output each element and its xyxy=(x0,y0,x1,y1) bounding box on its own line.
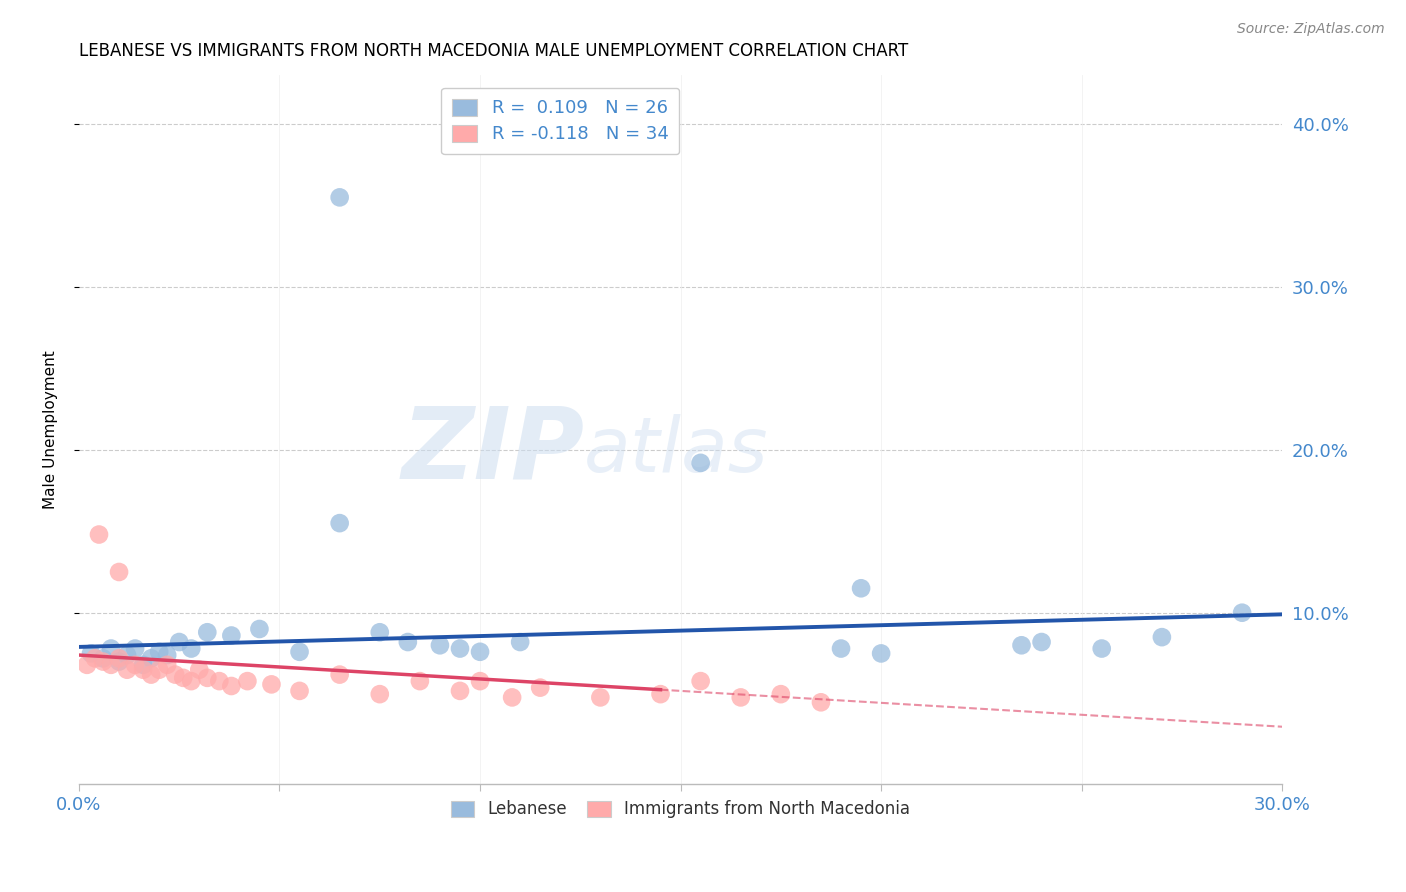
Point xyxy=(148,663,170,677)
Y-axis label: Male Unemployment: Male Unemployment xyxy=(44,350,58,508)
Point xyxy=(208,674,231,689)
Point xyxy=(260,677,283,691)
Point xyxy=(1091,641,1114,656)
Point xyxy=(108,651,131,665)
Point xyxy=(87,527,110,541)
Point xyxy=(288,645,311,659)
Point xyxy=(730,690,752,705)
Point xyxy=(468,674,491,689)
Point xyxy=(180,674,202,689)
Legend: Lebanese, Immigrants from North Macedonia: Lebanese, Immigrants from North Macedoni… xyxy=(444,794,917,825)
Text: LEBANESE VS IMMIGRANTS FROM NORTH MACEDONIA MALE UNEMPLOYMENT CORRELATION CHART: LEBANESE VS IMMIGRANTS FROM NORTH MACEDO… xyxy=(79,42,908,60)
Point xyxy=(80,647,103,661)
Point xyxy=(769,687,792,701)
Point xyxy=(529,681,551,695)
Point xyxy=(689,456,711,470)
Point xyxy=(115,648,138,662)
Point xyxy=(870,647,893,661)
Point xyxy=(830,641,852,656)
Point xyxy=(115,663,138,677)
Point xyxy=(1230,606,1253,620)
Point xyxy=(124,641,146,656)
Point xyxy=(221,679,243,693)
Point xyxy=(236,674,259,689)
Point xyxy=(368,687,391,701)
Point xyxy=(195,671,218,685)
Point xyxy=(132,663,155,677)
Point xyxy=(329,190,352,204)
Point xyxy=(221,628,243,642)
Point xyxy=(148,645,170,659)
Point xyxy=(1031,635,1053,649)
Point xyxy=(329,667,352,681)
Point xyxy=(1011,638,1033,652)
Point xyxy=(501,690,523,705)
Point xyxy=(468,645,491,659)
Point xyxy=(409,674,432,689)
Point xyxy=(76,657,98,672)
Point xyxy=(167,635,190,649)
Point xyxy=(650,687,672,701)
Point xyxy=(188,663,211,677)
Point xyxy=(141,651,163,665)
Point xyxy=(509,635,531,649)
Point xyxy=(165,667,187,681)
Point xyxy=(396,635,419,649)
Text: atlas: atlas xyxy=(585,414,769,488)
Point xyxy=(91,651,114,665)
Text: Source: ZipAtlas.com: Source: ZipAtlas.com xyxy=(1237,22,1385,37)
Text: ZIP: ZIP xyxy=(401,402,585,500)
Point xyxy=(195,625,218,640)
Point xyxy=(156,648,179,662)
Point xyxy=(100,641,122,656)
Point xyxy=(689,674,711,689)
Point xyxy=(108,655,131,669)
Point xyxy=(100,657,122,672)
Point xyxy=(1150,630,1173,644)
Point xyxy=(108,565,131,579)
Point xyxy=(810,695,832,709)
Point xyxy=(849,582,872,596)
Point xyxy=(249,622,271,636)
Point xyxy=(172,671,194,685)
Point xyxy=(91,655,114,669)
Point xyxy=(329,516,352,530)
Point xyxy=(449,684,471,698)
Point xyxy=(429,638,451,652)
Point xyxy=(132,657,155,672)
Point xyxy=(449,641,471,656)
Point xyxy=(589,690,612,705)
Point xyxy=(141,667,163,681)
Point xyxy=(288,684,311,698)
Point xyxy=(84,651,107,665)
Point xyxy=(156,657,179,672)
Point xyxy=(368,625,391,640)
Point xyxy=(180,641,202,656)
Point xyxy=(124,657,146,672)
